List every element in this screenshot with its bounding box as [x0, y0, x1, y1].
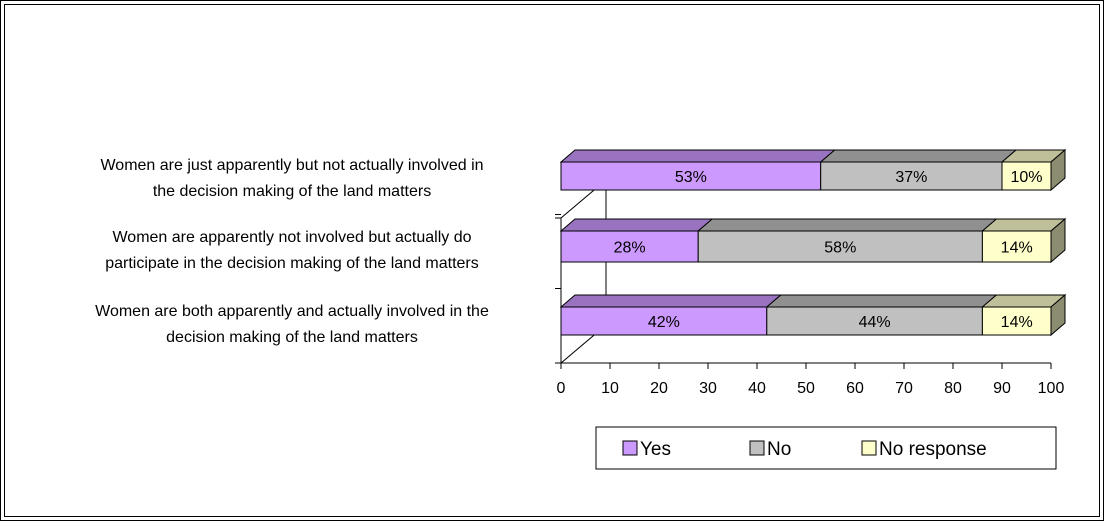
- bar-no: [766, 306, 983, 336]
- bar-top-no: [765, 294, 998, 308]
- bar-top-no: [819, 149, 1018, 163]
- data-label-bg: [1002, 165, 1051, 187]
- data-label: 53%: [675, 169, 707, 186]
- x-tick-label: 30: [699, 380, 717, 397]
- data-label: 44%: [859, 314, 891, 331]
- data-label: 14%: [1001, 240, 1033, 257]
- data-label: 37%: [895, 169, 927, 186]
- data-label: 58%: [824, 240, 856, 257]
- category-label: the decision making of the land matters: [153, 183, 431, 200]
- bar-side: [1050, 217, 1066, 264]
- bar-top-yes: [559, 294, 783, 308]
- category-label: decision making of the land matters: [166, 329, 418, 346]
- data-label: 28%: [614, 240, 646, 257]
- category-labels: Women are just apparently but not actual…: [95, 157, 489, 346]
- x-axis-ticks: 0 10 20 30 40 50 60 70 80 90 100: [557, 362, 1065, 397]
- bar-no: [820, 161, 1003, 191]
- data-label: 14%: [1001, 314, 1033, 331]
- category-label: Women are both apparently and actually i…: [95, 303, 489, 320]
- legend-box: [595, 426, 1057, 470]
- x-tick-label: 10: [601, 380, 619, 397]
- data-label: 10%: [1010, 169, 1042, 186]
- bar-top-yes: [559, 218, 714, 232]
- x-tick-label: 60: [846, 380, 864, 397]
- data-label: 42%: [648, 314, 680, 331]
- category-label: Women are apparently not involved but ac…: [112, 229, 471, 246]
- category-label: participate in the decision making of th…: [105, 255, 479, 272]
- x-tick-label: 80: [944, 380, 962, 397]
- category-label: Women are just apparently but not actual…: [100, 157, 483, 174]
- x-tick-label: 70: [895, 380, 913, 397]
- legend-swatch: [749, 440, 765, 456]
- x-tick-label: 0: [557, 380, 566, 397]
- bar-side: [1050, 293, 1066, 337]
- back-wall: [560, 178, 607, 365]
- legend: Yes No No response: [595, 426, 1057, 470]
- x-tick-label: 50: [797, 380, 815, 397]
- chart-inner-frame: [4, 4, 1100, 517]
- x-tick-label: 90: [993, 380, 1011, 397]
- bars-layer: 53% 37% 10% 28% 58% 14% 42% 44% 14%: [559, 148, 1067, 337]
- x-tick-label: 40: [748, 380, 766, 397]
- bar-no: [697, 230, 983, 263]
- data-label-bg: [992, 310, 1041, 332]
- legend-label: No: [767, 439, 791, 460]
- legend-label: Yes: [640, 439, 671, 460]
- chart-walls: [555, 178, 607, 365]
- bar-side: [1050, 148, 1066, 192]
- x-tick-label: 100: [1038, 380, 1065, 397]
- bar-top-no: [696, 218, 998, 232]
- legend-swatch: [861, 440, 877, 456]
- bar-yes: [560, 306, 768, 336]
- bar-top-yes: [559, 149, 837, 163]
- x-tick-label: 20: [650, 380, 668, 397]
- data-label-bg: [992, 234, 1041, 259]
- legend-label: No response: [879, 439, 987, 460]
- legend-swatch: [622, 440, 638, 456]
